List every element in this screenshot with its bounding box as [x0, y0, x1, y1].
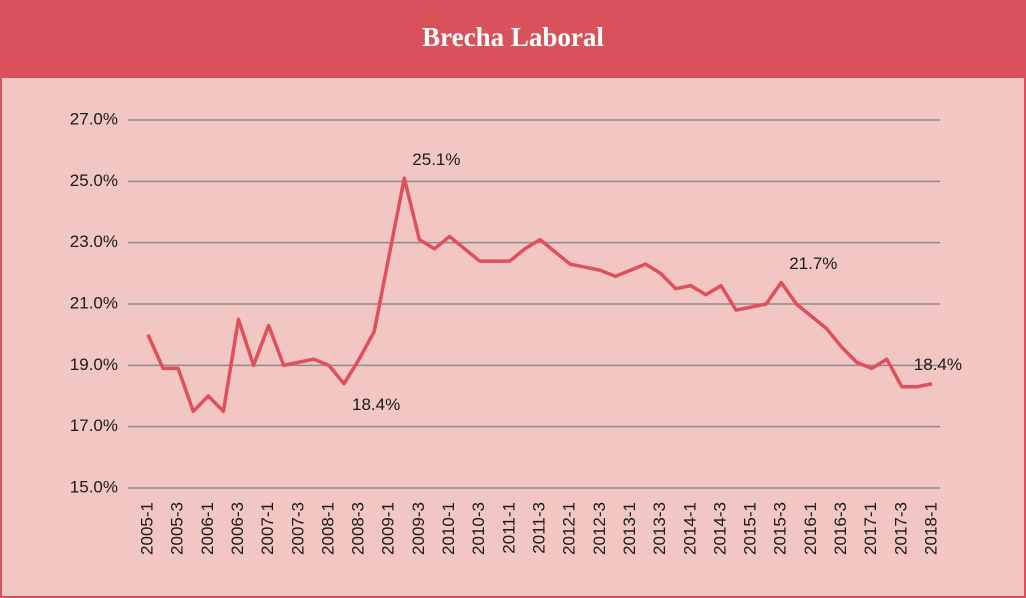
x-tick-label: 2005-1	[137, 502, 156, 555]
data-label: 21.7%	[789, 254, 837, 273]
y-tick-label: 27.0%	[70, 109, 118, 128]
x-tick-label: 2018-1	[921, 502, 940, 555]
chart-title: Brecha Laboral	[422, 22, 604, 52]
x-tick-label: 2014-1	[680, 502, 699, 555]
x-tick-label: 2017-1	[861, 502, 880, 555]
x-tick-label: 2008-1	[318, 502, 337, 555]
x-tick-label: 2013-3	[650, 502, 669, 555]
x-tick-label: 2015-3	[771, 502, 790, 555]
y-tick-label: 15.0%	[70, 477, 118, 496]
y-tick-label: 25.0%	[70, 171, 118, 190]
x-tick-label: 2013-1	[620, 502, 639, 555]
header	[0, 0, 1026, 78]
x-tick-label: 2011-3	[529, 502, 548, 554]
x-tick-label: 2006-1	[198, 502, 217, 555]
x-tick-label: 2012-1	[560, 502, 579, 555]
x-tick-label: 2006-3	[228, 502, 247, 555]
x-tick-label: 2015-1	[741, 502, 760, 555]
y-tick-label: 23.0%	[70, 232, 118, 251]
x-tick-label: 2007-3	[288, 502, 307, 555]
x-tick-label: 2010-1	[439, 502, 458, 555]
line	[146, 176, 933, 414]
x-tick-label: 2005-3	[168, 502, 187, 555]
data-label: 18.4%	[352, 395, 400, 414]
y-tick-label: 17.0%	[70, 416, 118, 435]
x-tick-label: 2010-3	[469, 502, 488, 555]
x-tick-label: 2009-3	[409, 502, 428, 555]
data-label: 18.4%	[914, 355, 962, 374]
y-tick-label: 21.0%	[70, 293, 118, 312]
x-tick-label: 2016-1	[801, 502, 820, 555]
x-tick-label: 2014-3	[710, 502, 729, 555]
x-tick-label: 2007-1	[258, 502, 277, 555]
x-tick-label: 2012-3	[590, 502, 609, 555]
data-label: 25.1%	[412, 150, 460, 169]
x-tick-label: 2008-3	[349, 502, 368, 555]
x-tick-label: 2016-3	[831, 502, 850, 555]
x-tick-label: 2011-1	[499, 502, 518, 554]
x-tick-label: 2009-1	[379, 502, 398, 555]
y-tick-label: 19.0%	[70, 355, 118, 374]
x-tick-label: 2017-3	[891, 502, 910, 555]
